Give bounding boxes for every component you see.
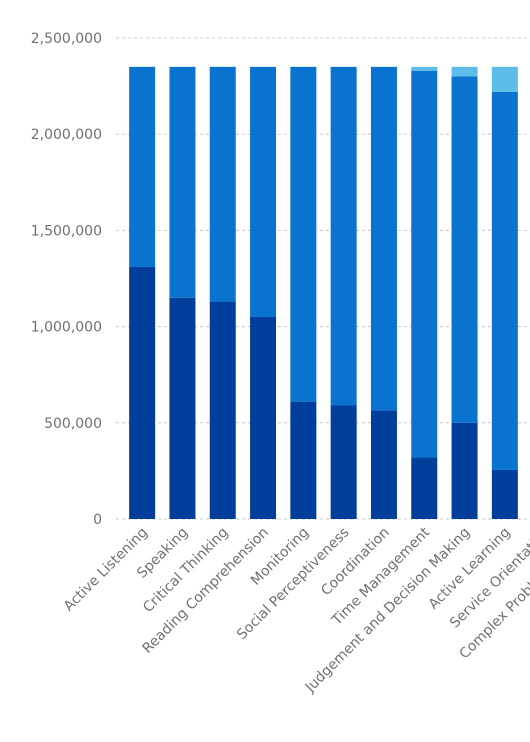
y-tick-label: 2,000,000	[31, 127, 102, 143]
bar-segment	[411, 457, 438, 519]
bar-segment	[411, 70, 438, 458]
bar-segment	[290, 66, 317, 402]
bar-segment	[209, 301, 236, 519]
bar-segment	[491, 91, 518, 470]
bar-segment	[330, 405, 357, 519]
bar-segment	[129, 266, 156, 519]
bar-segment	[290, 401, 317, 519]
bar-segment	[451, 66, 478, 77]
bar-segment	[451, 76, 478, 423]
y-tick-label: 1,000,000	[31, 320, 102, 336]
bar-segment	[491, 66, 518, 92]
bar-segment	[129, 66, 156, 267]
bar-segment	[491, 469, 518, 519]
bar-segment	[169, 297, 196, 519]
bar-segment	[250, 316, 277, 519]
bar-segment	[370, 410, 397, 519]
y-tick-label: 1,500,000	[31, 223, 102, 239]
bar-segment	[370, 66, 397, 411]
bar-segment	[250, 66, 277, 317]
y-tick-label: 2,500,000	[31, 31, 102, 47]
y-tick-label: 0	[93, 512, 102, 528]
bar-segment	[209, 66, 236, 302]
bar-segment	[330, 66, 357, 406]
bar-segment	[411, 66, 438, 71]
bar-segment	[451, 422, 478, 519]
y-tick-label: 500,000	[44, 416, 102, 432]
bar-segment	[169, 66, 196, 298]
